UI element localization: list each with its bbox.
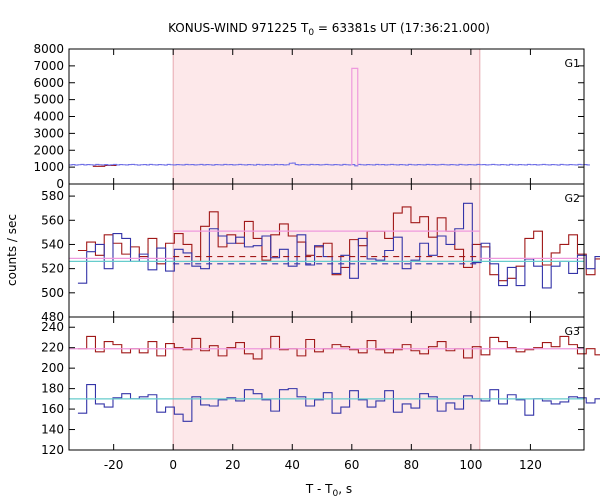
g1-ytick-label: 7000 (33, 59, 64, 73)
x-tick-label: -20 (104, 458, 124, 472)
g1-ytick-label: 3000 (33, 126, 64, 140)
panel-g3: 120 140 160 180 200 220 240 G3 (41, 316, 600, 457)
g1-ytick-label: 6000 (33, 76, 64, 90)
g1-ytick-label: 1000 (33, 160, 64, 174)
g2-ytick-label: 500 (41, 286, 64, 300)
series-g1_spike (351, 67, 359, 166)
g3-ytick-label: 160 (41, 402, 64, 416)
g1-ytick-label: 5000 (33, 93, 64, 107)
x-tick-label: 120 (519, 458, 542, 472)
g2-ytick-label: 580 (41, 189, 64, 203)
g1-ytick-label: 8000 (33, 42, 64, 56)
x-tick-label: 100 (459, 458, 482, 472)
x-tick-label: 40 (285, 458, 300, 472)
g3-ytick-label: 120 (41, 443, 64, 457)
series-g1_blue (69, 162, 590, 167)
g1-highlight-region (173, 49, 480, 184)
g3-ytick-label: 240 (41, 320, 64, 334)
g2-ytick-label: 560 (41, 213, 64, 227)
g3-highlight-region (173, 317, 480, 450)
series-g3_blue (77, 383, 600, 422)
panel-g2: 480 500 520 540 560 580 G2 (41, 183, 600, 324)
x-tick-label: 60 (344, 458, 359, 472)
g3-ytick-label: 220 (41, 341, 64, 355)
g2-ytick-label: 540 (41, 237, 64, 251)
g1-ytick-label: 0 (56, 177, 64, 191)
g1-ytick-label: 4000 (33, 110, 64, 124)
g3-ytick-label: 140 (41, 423, 64, 437)
g3-ytick-label: 200 (41, 361, 64, 375)
g2-highlight-region (173, 184, 480, 317)
series-g3_red (77, 335, 600, 360)
y-axis-label: counts / sec (5, 214, 19, 286)
series-g2_blue (77, 202, 600, 289)
panel-g1: 0 1000 2000 3000 4000 5000 6000 7000 8000 G1 (33, 42, 590, 191)
x-axis-label: T - T0, s (305, 482, 352, 499)
g2-ytick-label: 520 (41, 262, 64, 276)
g1-ytick-label: 2000 (33, 143, 64, 157)
x-tick-label: 20 (225, 458, 240, 472)
g3-ytick-label: 180 (41, 382, 64, 396)
g1-panel-label: G1 (564, 57, 580, 70)
g2-ytick-label: 480 (41, 310, 64, 324)
chart-title: KONUS-WIND 971225 T0 = 63381s UT (17:36:… (168, 21, 490, 38)
g2-panel-label: G2 (564, 192, 580, 205)
series-g1_red (92, 164, 117, 167)
g3-frame (68, 316, 585, 451)
panels-layer: 010002000300040005000600070008000G148050… (33, 42, 600, 472)
g3-panel-label: G3 (564, 325, 580, 338)
x-tick-label: 80 (404, 458, 419, 472)
x-tick-label: 0 (169, 458, 177, 472)
